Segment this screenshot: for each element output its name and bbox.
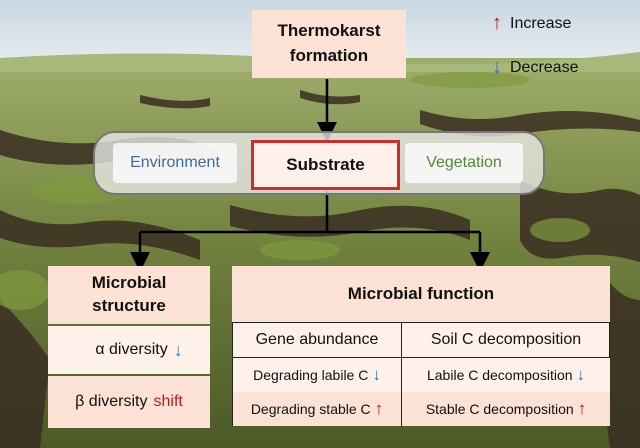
legend-increase: ↑ Increase bbox=[492, 12, 571, 35]
alpha-decrease-arrow-icon: ↓ bbox=[173, 339, 183, 360]
substrate-box: Substrate bbox=[251, 140, 400, 190]
microbial-function-title-box: Microbial function bbox=[232, 266, 610, 322]
legend-increase-label: Increase bbox=[510, 14, 572, 32]
thermokarst-line1: Thermokarst bbox=[277, 21, 381, 41]
labile-decomp-decrease-arrow-icon: ↓ bbox=[576, 365, 586, 384]
degrading-labile-cell: Degrading labile C ↓ bbox=[233, 358, 402, 392]
substrate-label: Substrate bbox=[286, 155, 365, 174]
microbial-structure-title-box: Microbial structure bbox=[48, 266, 210, 324]
beta-diversity-label: β diversity bbox=[75, 393, 148, 410]
function-table: Gene abundance Soil C decomposition Degr… bbox=[232, 322, 610, 426]
beta-diversity-row: β diversity shift bbox=[48, 376, 210, 428]
degrading-stable-cell: Degrading stable C ↑ bbox=[233, 392, 402, 426]
labile-decomposition-cell: Labile C decomposition ↓ bbox=[402, 358, 610, 392]
thermokarst-line2: formation bbox=[289, 46, 369, 65]
thermokarst-formation-box: Thermokarst formation bbox=[252, 10, 406, 78]
labile-gene-decrease-arrow-icon: ↓ bbox=[372, 365, 381, 384]
legend-decrease-label: Decrease bbox=[510, 58, 579, 76]
alpha-diversity-label: α diversity bbox=[95, 341, 168, 358]
beta-shift-label: shift bbox=[153, 393, 183, 410]
vegetation-label: Vegetation bbox=[426, 154, 502, 171]
stable-gene-increase-arrow-icon: ↑ bbox=[374, 399, 384, 418]
structure-title-line2: structure bbox=[92, 296, 166, 315]
legend-decrease: ↓ Decrease bbox=[492, 56, 578, 79]
function-title: Microbial function bbox=[347, 284, 495, 303]
stable-decomp-increase-arrow-icon: ↑ bbox=[577, 399, 587, 418]
alpha-diversity-row: α diversity ↓ bbox=[48, 326, 210, 374]
stable-decomposition-cell: Stable C decomposition ↑ bbox=[402, 392, 610, 426]
increase-arrow-icon: ↑ bbox=[492, 12, 502, 34]
environment-box: Environment bbox=[113, 143, 237, 183]
vegetation-box: Vegetation bbox=[405, 143, 523, 183]
gene-abundance-header: Gene abundance bbox=[233, 323, 402, 358]
structure-title-line1: Microbial bbox=[91, 273, 167, 293]
environment-label: Environment bbox=[130, 154, 220, 171]
decrease-arrow-icon: ↓ bbox=[492, 56, 502, 78]
soil-c-decomposition-header: Soil C decomposition bbox=[402, 323, 610, 358]
